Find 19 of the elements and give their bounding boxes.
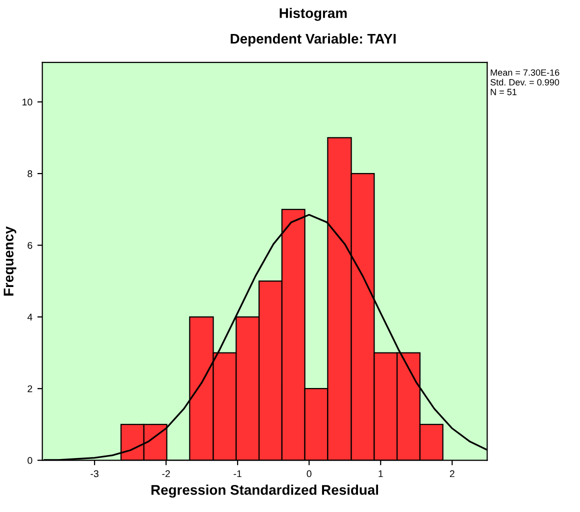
- x-tick-label: 2: [450, 470, 454, 478]
- y-tick-label: 10: [22, 98, 32, 106]
- y-tick-label: 0: [28, 457, 32, 464]
- x-tick-label: -2: [162, 470, 170, 478]
- chart-title: Histogram: [280, 8, 347, 21]
- y-tick-label: 8: [28, 170, 32, 178]
- y-tick-label: 6: [28, 242, 32, 249]
- text: N = 51: [490, 88, 517, 96]
- y-tick-label: 2: [28, 385, 32, 392]
- y-axis-title: Frequency: [4, 226, 16, 296]
- x-tick-label: -3: [90, 470, 98, 478]
- x-axis-title: Regression Standardized Residual: [151, 484, 378, 498]
- y-tick-label: 4: [27, 314, 32, 320]
- x-tick-label: 0: [306, 470, 312, 478]
- x-tick-label: 1: [378, 470, 383, 478]
- text: Mean = 7.30E-16: [490, 69, 560, 76]
- chart-subtitle: Dependent Variable: TAYI: [230, 33, 396, 46]
- x-tick-label: -1: [234, 470, 242, 478]
- text: Std. Dev. = 0.990: [490, 78, 560, 86]
